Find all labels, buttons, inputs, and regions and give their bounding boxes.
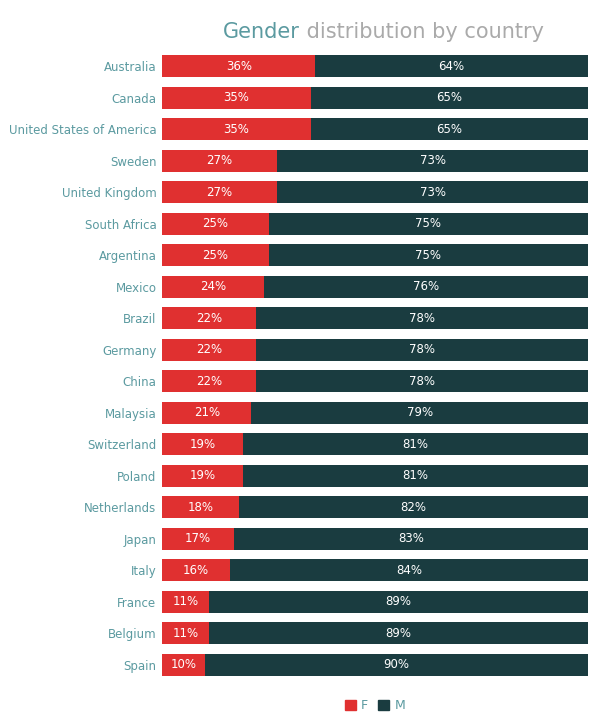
Bar (256, 339, 588, 361)
Text: 27%: 27% (206, 186, 233, 199)
Bar (243, 465, 588, 487)
Bar (162, 465, 243, 487)
Text: 10%: 10% (170, 658, 196, 671)
Bar (239, 497, 588, 518)
Bar (209, 623, 588, 644)
Text: 24%: 24% (200, 280, 226, 293)
Bar (162, 150, 277, 172)
Text: 18%: 18% (187, 501, 214, 514)
Text: 21%: 21% (194, 406, 220, 419)
Text: 73%: 73% (419, 186, 446, 199)
Bar (162, 339, 256, 361)
Text: 11%: 11% (172, 595, 199, 608)
Text: 35%: 35% (224, 123, 250, 136)
Text: 79%: 79% (407, 406, 433, 419)
Text: 81%: 81% (403, 438, 428, 451)
Text: 78%: 78% (409, 312, 435, 325)
Text: 78%: 78% (409, 343, 435, 356)
Bar (230, 560, 588, 581)
Bar (277, 182, 588, 203)
Bar (235, 528, 588, 550)
Text: 89%: 89% (385, 595, 412, 608)
Bar (162, 591, 209, 613)
Text: 90%: 90% (383, 658, 409, 671)
Text: 76%: 76% (413, 280, 439, 293)
Bar (162, 276, 264, 298)
Bar (205, 654, 588, 675)
Text: 84%: 84% (396, 564, 422, 577)
Bar (162, 402, 251, 424)
Text: 35%: 35% (224, 91, 250, 104)
Text: 25%: 25% (202, 217, 228, 230)
Text: 78%: 78% (409, 375, 435, 388)
Text: 65%: 65% (437, 123, 463, 136)
Text: distribution by country: distribution by country (300, 22, 544, 42)
Text: 89%: 89% (385, 627, 412, 640)
Bar (256, 371, 588, 392)
Text: 16%: 16% (183, 564, 209, 577)
Bar (162, 623, 209, 644)
Bar (269, 213, 588, 235)
Text: 22%: 22% (196, 375, 222, 388)
Bar (243, 434, 588, 455)
Bar (162, 654, 205, 675)
Bar (311, 87, 588, 109)
Text: 22%: 22% (196, 343, 222, 356)
Text: 19%: 19% (190, 438, 215, 451)
Bar (162, 245, 269, 266)
Text: 19%: 19% (190, 469, 215, 482)
Bar (162, 308, 256, 329)
Legend: F, M: F, M (345, 699, 405, 712)
Bar (277, 150, 588, 172)
Text: 11%: 11% (172, 627, 199, 640)
Bar (269, 245, 588, 266)
Bar (162, 497, 239, 518)
Bar (209, 591, 588, 613)
Bar (162, 434, 243, 455)
Bar (162, 371, 256, 392)
Bar (264, 276, 588, 298)
Text: 83%: 83% (398, 532, 424, 545)
Bar (162, 119, 311, 140)
Text: 82%: 82% (400, 501, 427, 514)
Text: 36%: 36% (226, 60, 251, 73)
Bar (162, 87, 311, 109)
Text: 75%: 75% (415, 217, 441, 230)
Bar (311, 119, 588, 140)
Text: 27%: 27% (206, 154, 233, 167)
Text: 73%: 73% (419, 154, 446, 167)
Bar (316, 56, 588, 77)
Text: 81%: 81% (403, 469, 428, 482)
Bar (251, 402, 588, 424)
Text: 25%: 25% (202, 249, 228, 262)
Text: 65%: 65% (437, 91, 463, 104)
Text: 64%: 64% (439, 60, 465, 73)
Text: 17%: 17% (185, 532, 211, 545)
Text: Gender: Gender (223, 22, 300, 42)
Bar (256, 308, 588, 329)
Bar (162, 182, 277, 203)
Bar (162, 560, 230, 581)
Bar (162, 56, 316, 77)
Text: 22%: 22% (196, 312, 222, 325)
Bar (162, 528, 235, 550)
Bar (162, 213, 269, 235)
Text: 75%: 75% (415, 249, 441, 262)
